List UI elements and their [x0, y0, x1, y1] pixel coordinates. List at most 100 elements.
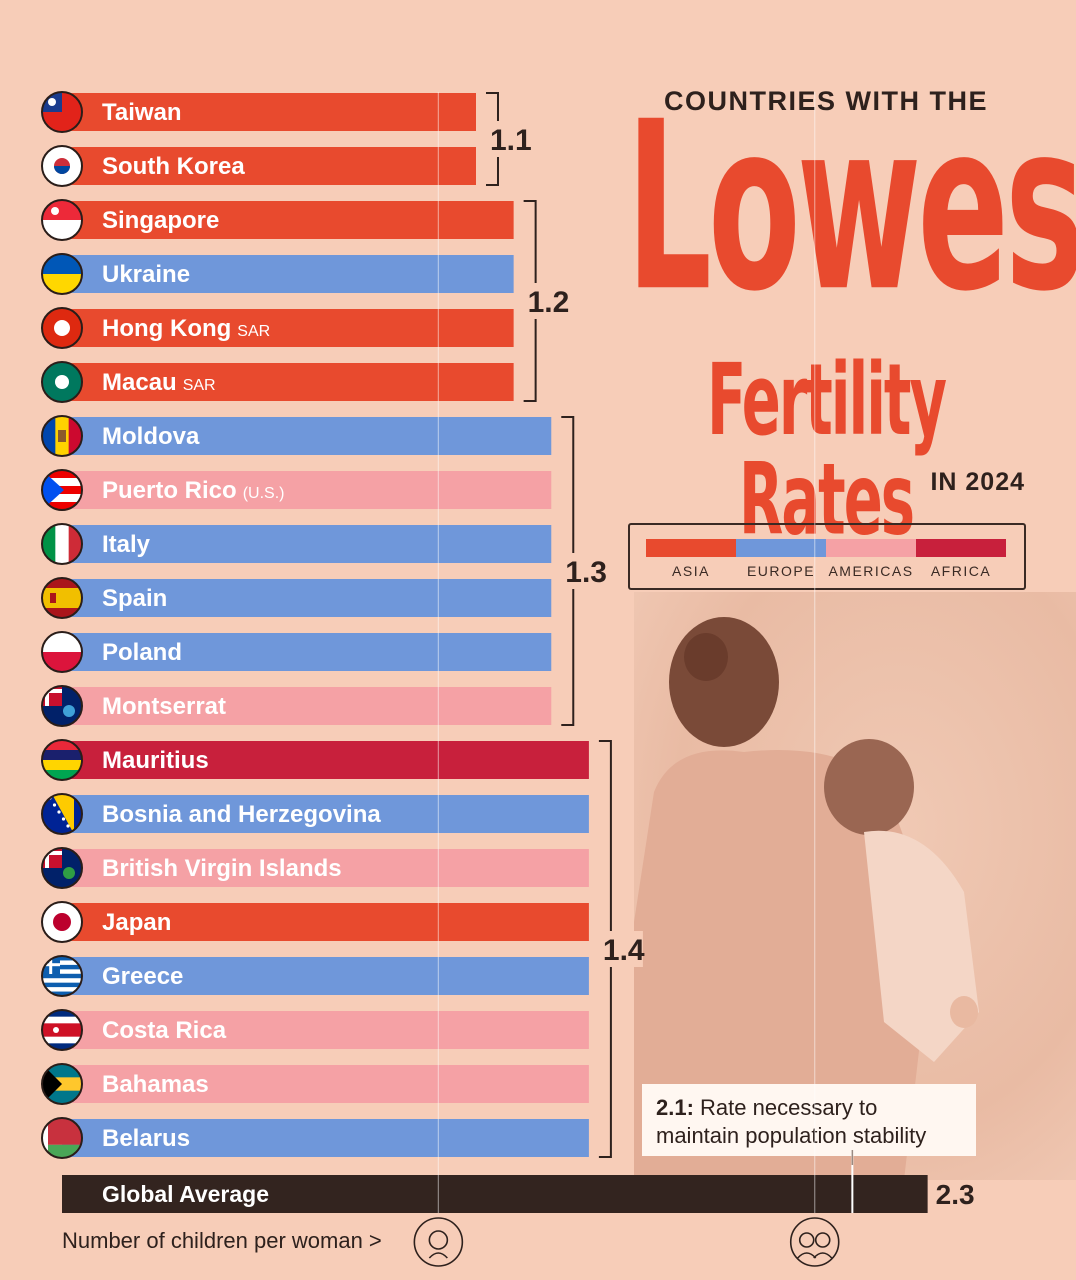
flag-part — [45, 686, 49, 706]
bar-label: Greece — [102, 963, 183, 990]
flag-stripe — [42, 760, 82, 771]
mother-holding-baby-illustration — [634, 617, 979, 1180]
flag-border — [41, 847, 83, 889]
flag-border — [41, 469, 83, 511]
x-axis-label: Number of children per woman > — [62, 1228, 382, 1253]
bar-row-belarus: Belarus — [41, 1117, 589, 1159]
group-bracket-1.4: 1.4 — [598, 740, 645, 1158]
global-average-bar — [62, 1175, 928, 1213]
poland-flag — [42, 632, 82, 672]
legend-swatch-asia — [646, 539, 736, 557]
two-children-icon — [789, 1217, 840, 1267]
bar-label: Japan — [102, 909, 171, 936]
legend-item-africa: AFRICA — [916, 539, 1006, 579]
ukraine-flag — [42, 254, 82, 294]
bar — [62, 525, 552, 563]
group-bracket-1.2: 1.2 — [523, 200, 569, 402]
flag-emblem — [53, 1027, 59, 1033]
flag-stripe — [42, 750, 82, 761]
singapore-flag — [42, 200, 82, 240]
headline-top: COUNTRIES WITH THE — [664, 86, 988, 116]
flag-stripe — [42, 956, 82, 961]
bar-label: Bahamas — [102, 1071, 209, 1098]
headline-fertility-rates: Fertility Rates — [707, 344, 947, 559]
bar — [62, 957, 589, 995]
flag-lotus — [55, 375, 69, 389]
flag-stripe — [42, 987, 82, 993]
mother-and-child-photo — [634, 592, 1076, 1180]
bar-row-singapore: Singapore — [41, 199, 514, 241]
flag-star — [61, 817, 66, 821]
flag-stripe — [42, 960, 82, 966]
flag-triangle — [52, 794, 74, 834]
flag-stripe — [42, 1023, 82, 1031]
bar-row-south-korea: South Korea — [41, 145, 476, 187]
icon-circle — [789, 1217, 840, 1267]
flag-border — [41, 1009, 83, 1051]
flag-taeguk — [54, 166, 70, 174]
flag-badge — [63, 705, 75, 717]
flag-stripe — [42, 502, 82, 510]
south-korea-flag — [42, 146, 82, 186]
legend-swatch-americas — [826, 539, 916, 557]
flag-stripe — [42, 470, 82, 479]
bar-row-british-virgin-islands: British Virgin Islands — [41, 847, 589, 889]
bar-row-macau: Macau SAR — [41, 361, 514, 403]
bracket-label-bg — [525, 283, 568, 319]
japan-flag — [42, 902, 82, 942]
mauritius-flag — [42, 740, 82, 780]
bar-label: British Virgin Islands — [102, 855, 342, 882]
bracket-label: 1.1 — [490, 124, 532, 157]
flag-stripe — [55, 524, 70, 564]
flag-stripe — [42, 494, 82, 503]
bar — [62, 1011, 589, 1049]
puerto-rico-flag — [42, 470, 82, 510]
bar-label-suffix: (U.S.) — [243, 485, 285, 502]
legend-item-europe: EUROPE — [736, 539, 826, 579]
bar-label: Spain — [102, 585, 167, 612]
note-line2: maintain population stability — [656, 1123, 927, 1148]
stability-rate-note: 2.1: Rate necessary to maintain populati… — [642, 1084, 976, 1156]
bar-label: Mauritius — [102, 747, 209, 774]
flag-border — [41, 145, 83, 187]
montserrat-flag — [42, 686, 82, 726]
macau-flag — [42, 362, 82, 402]
costa-rica-flag — [42, 1010, 82, 1050]
bar — [62, 417, 552, 455]
bar-label: Moldova — [102, 423, 200, 450]
flag-part — [45, 848, 49, 868]
flag-border — [41, 685, 83, 727]
bar — [62, 849, 589, 887]
bar — [62, 471, 552, 509]
flag-stripe — [42, 991, 82, 996]
flag-stripe — [42, 973, 82, 979]
flag-badge — [63, 867, 75, 879]
bar-row-hong-kong: Hong Kong SAR — [41, 307, 514, 349]
flag-border — [41, 955, 83, 997]
flag-border — [41, 631, 83, 673]
flag-part — [42, 963, 60, 967]
bar-label-suffix: SAR — [183, 377, 216, 394]
bar-row-bosnia-and-herzegovina: Bosnia and Herzegovina — [41, 793, 589, 835]
flag-star — [57, 810, 61, 814]
flag-part — [42, 1118, 48, 1158]
flag-border — [41, 253, 83, 295]
bracket-label-bg — [600, 931, 643, 967]
bar — [62, 687, 552, 725]
legend-label: AMERICAS — [828, 563, 914, 579]
bar-label-suffix: SAR — [237, 323, 270, 340]
flag-border — [41, 1117, 83, 1159]
flag-border — [41, 1063, 83, 1105]
bar-label: Bosnia and Herzegovina — [102, 801, 381, 828]
bar — [62, 147, 476, 185]
headline-year: IN 2024 — [930, 468, 1025, 496]
bar-row-montserrat: Montserrat — [41, 685, 552, 727]
headline-lowest: Lowest — [626, 73, 1076, 344]
flag-emblem — [58, 430, 66, 442]
global-average-row: Global Average 2.3 — [62, 1175, 975, 1213]
note-value: 2.1: — [656, 1095, 694, 1120]
flag-stripe — [42, 1030, 82, 1038]
flag-triangle — [42, 1064, 62, 1104]
